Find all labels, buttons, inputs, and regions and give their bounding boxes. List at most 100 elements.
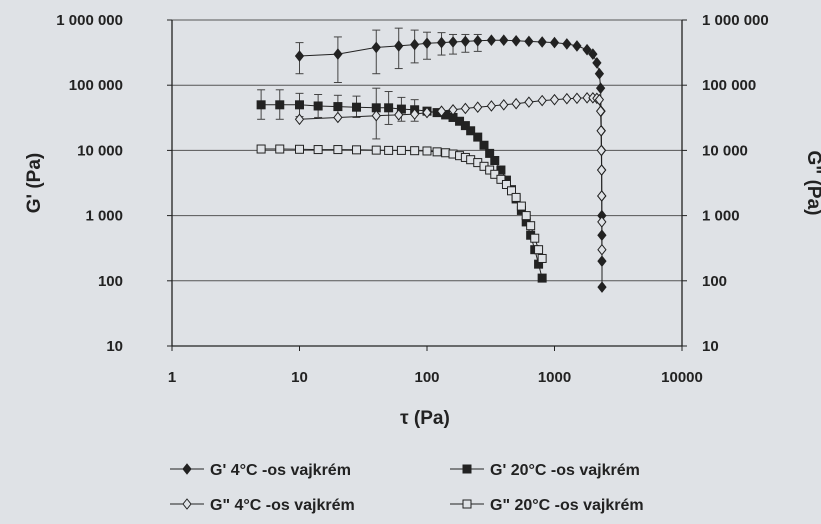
legend-item: G" 4°C -os vajkrém [170, 497, 355, 514]
tick-labels: 10 100 1 000 10 000 100 000 1 000 000 10 100 1 0… [56, 12, 768, 386]
data-point [592, 57, 602, 69]
y-tick-label-left: 1 000 [85, 208, 123, 225]
data-point [410, 146, 420, 156]
data-point [410, 38, 420, 51]
legend-label: G' 4°C -os vajkrém [210, 462, 351, 479]
y-tick-label-left: 1 000 000 [56, 12, 123, 29]
data-point [394, 109, 404, 121]
data-point [597, 190, 607, 202]
data-point [521, 211, 531, 221]
data-point [594, 67, 605, 80]
x-tick-label: 10 [291, 369, 308, 386]
data-point [384, 103, 394, 113]
x-tick-label: 1000 [538, 369, 571, 386]
y-tick-label-left: 10 000 [77, 142, 123, 159]
data-point [524, 35, 534, 48]
legend-item: G' 4°C -os vajkrém [170, 462, 351, 479]
data-point [436, 36, 447, 49]
data-point [511, 192, 521, 202]
legend-marker [462, 499, 472, 509]
data-point [352, 102, 362, 112]
y-tick-label-left: 100 000 [69, 77, 123, 94]
series-1 [294, 34, 607, 293]
data-point [530, 233, 540, 243]
data-point [562, 92, 572, 105]
y-tick-label-right: 100 [702, 273, 727, 290]
data-point [371, 145, 381, 155]
data-point [396, 145, 406, 155]
data-point [371, 41, 381, 54]
data-point [549, 93, 560, 106]
x-tick-label: 100 [414, 369, 439, 386]
data-point [333, 48, 343, 60]
data-point [295, 144, 304, 154]
data-point [479, 140, 489, 150]
series-3 [294, 92, 607, 256]
legend-item: G' 20°C -os vajkrém [450, 462, 640, 479]
data-point [597, 255, 607, 267]
data-point [588, 48, 598, 60]
legend-label: G' 20°C -os vajkrém [490, 462, 640, 479]
data-point [294, 113, 305, 126]
data-point [597, 243, 607, 256]
data-point [352, 145, 362, 155]
data-point [596, 144, 606, 157]
data-point [572, 92, 582, 105]
data-point [496, 174, 506, 184]
data-point [436, 105, 447, 117]
data-point [511, 97, 521, 110]
data-point [441, 148, 451, 158]
data-point [422, 106, 432, 119]
series-4 [256, 144, 547, 263]
data-point [582, 43, 592, 56]
data-point [507, 186, 517, 196]
axes [167, 19, 687, 351]
legend: G' 4°C -os vajkrém G' 20°C -os vajkrém G" … [170, 462, 644, 514]
data-point [384, 145, 394, 155]
data-point [562, 38, 572, 50]
legend-marker [182, 463, 192, 475]
data-point [333, 111, 343, 124]
data-series [256, 34, 607, 293]
data-point [537, 94, 547, 107]
data-point [516, 201, 526, 211]
data-point [485, 148, 495, 158]
data-point [499, 99, 509, 111]
y-axis-title-left: G' (Pa) [24, 153, 45, 213]
data-point [294, 50, 305, 62]
data-point [473, 34, 483, 47]
data-point [596, 124, 606, 137]
series-line [261, 104, 543, 279]
data-point [597, 281, 607, 293]
data-point [313, 145, 323, 155]
data-point [524, 96, 534, 108]
x-tick-label: 1 [168, 369, 176, 386]
data-point [486, 100, 497, 112]
data-point [460, 35, 471, 48]
data-point [460, 102, 471, 115]
data-point [448, 103, 458, 116]
y-tick-label-right: 1 000 000 [702, 12, 769, 29]
y-tick-label-left: 100 [98, 273, 123, 290]
data-point [473, 132, 483, 142]
legend-label: G" 20°C -os vajkrém [490, 497, 644, 514]
data-point [275, 144, 285, 154]
legend-item: G" 20°C -os vajkrém [450, 497, 644, 514]
legend-marker [462, 464, 472, 474]
data-point [466, 126, 476, 136]
data-point [596, 164, 607, 176]
data-point [422, 146, 432, 156]
data-point [422, 37, 432, 50]
data-point [333, 102, 343, 112]
y-tick-label-right: 10 [702, 338, 719, 355]
data-point [597, 216, 607, 228]
data-point [594, 93, 605, 106]
data-point [595, 82, 606, 94]
series-line [261, 148, 543, 259]
data-point [295, 100, 304, 110]
data-point [473, 101, 483, 113]
data-point [333, 145, 343, 155]
data-point [595, 105, 606, 117]
data-point [526, 221, 536, 231]
